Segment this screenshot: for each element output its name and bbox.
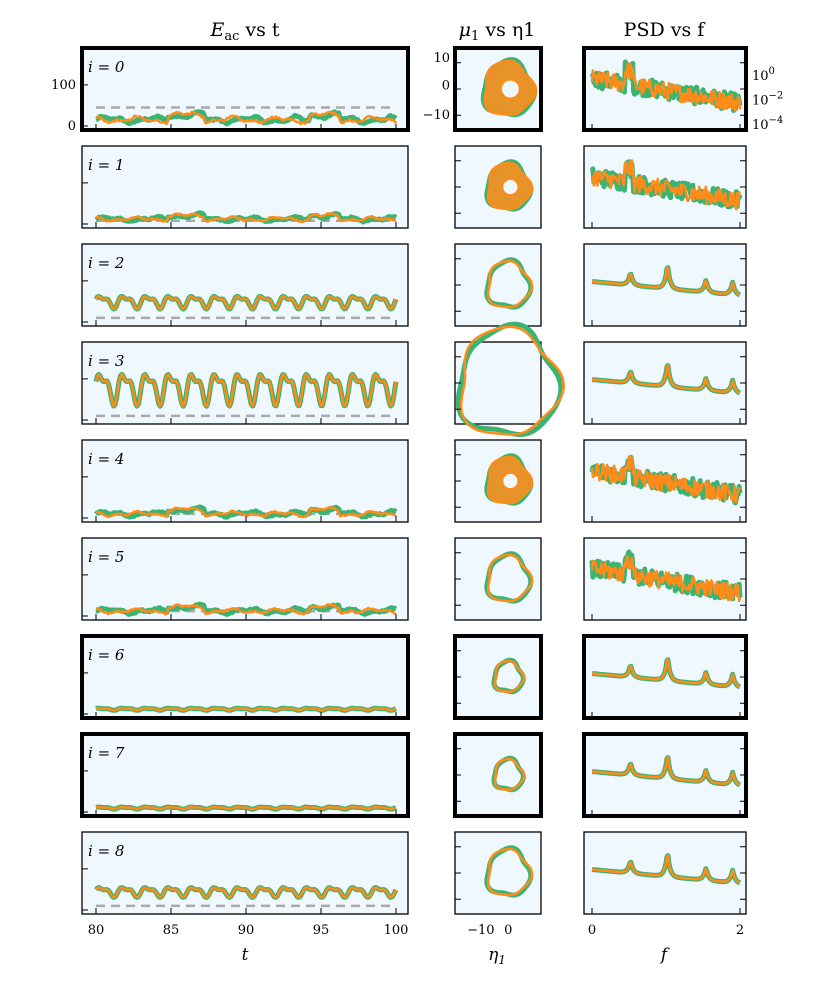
psd-y-tick-label: 10−2 bbox=[752, 90, 783, 108]
column-title-2: PSD vs f bbox=[624, 19, 707, 41]
eac-series-b-line bbox=[95, 805, 397, 811]
phase-panel bbox=[454, 537, 542, 621]
phase-orbit-a bbox=[484, 845, 534, 898]
row-0: i = 0 bbox=[80, 46, 748, 132]
x-axes: 80 85 90 95 100 −10 0 0 2 t η1 f bbox=[88, 923, 744, 967]
phase-orbit-b bbox=[486, 259, 534, 309]
psd-series-b-line bbox=[590, 455, 742, 504]
panel-label: i = 0 bbox=[88, 58, 125, 76]
panel-label: i = 6 bbox=[88, 646, 125, 664]
row-6: i = 6 bbox=[80, 634, 748, 720]
row-1: i = 1 bbox=[81, 145, 747, 229]
eac-x-tick-label: 95 bbox=[313, 923, 330, 938]
eac-panel bbox=[81, 537, 409, 621]
row-2: i = 2 bbox=[81, 243, 747, 327]
eac-x-tick-label: 90 bbox=[238, 923, 255, 938]
psd-x-tick-label: 2 bbox=[736, 923, 744, 938]
phase-orbit-b bbox=[486, 553, 534, 603]
phase-panel bbox=[453, 732, 543, 818]
psd-x-tick-label: 0 bbox=[588, 923, 596, 938]
eac-panel bbox=[80, 732, 410, 818]
eac-y-tick-label: 0 bbox=[68, 119, 76, 134]
eac-panel bbox=[81, 439, 409, 523]
column-title-1: μ1 vs η1 bbox=[459, 19, 536, 44]
phase-orbit-a bbox=[484, 551, 534, 604]
phase-y-tick-label: 0 bbox=[442, 79, 450, 94]
eac-panel bbox=[81, 831, 409, 915]
eac-series-b-line bbox=[94, 373, 398, 408]
phase-orbit-hole bbox=[501, 471, 520, 491]
panels: i = 0 i = 1 i = 2 i = 3 i = 4 i = 5 i = 6 i = 7… bbox=[51, 46, 783, 915]
eac-series-b-line bbox=[95, 706, 397, 712]
phase-x-tick-label: 0 bbox=[504, 923, 512, 938]
phase-panel bbox=[454, 831, 542, 915]
panel-label: i = 2 bbox=[88, 254, 124, 272]
eac-series-b-line bbox=[95, 211, 397, 224]
psd-y-tick-label: 10−4 bbox=[752, 115, 783, 133]
eac-series-b-line bbox=[95, 602, 397, 616]
x-axis-label-2: f bbox=[659, 945, 670, 965]
psd-series-b-line bbox=[591, 658, 741, 689]
row-5: i = 5 bbox=[81, 537, 747, 621]
panel-label: i = 7 bbox=[88, 744, 125, 762]
phase-y-tick-label: −10 bbox=[423, 108, 450, 123]
eac-y-tick-label: 100 bbox=[51, 78, 76, 93]
psd-series-b-line bbox=[591, 266, 741, 297]
row-8: i = 8 bbox=[81, 831, 747, 915]
eac-series-b-line bbox=[95, 110, 398, 126]
phase-orbit-hole bbox=[499, 78, 521, 100]
x-axis-label-0: t bbox=[242, 945, 249, 965]
phase-orbit-a bbox=[484, 257, 534, 310]
phase-orbit-a bbox=[455, 321, 564, 438]
column-titles: Eac vs t μ1 vs η1 PSD vs f bbox=[209, 19, 706, 44]
phase-orbit-b bbox=[459, 325, 565, 436]
panel-label: i = 4 bbox=[88, 450, 124, 468]
eac-series-b-line bbox=[95, 505, 397, 519]
phase-orbit-b bbox=[493, 659, 526, 693]
panel-label: i = 8 bbox=[88, 842, 124, 860]
panel-label: i = 1 bbox=[88, 156, 124, 174]
psd-series-b-line bbox=[590, 159, 742, 211]
eac-panel bbox=[81, 145, 409, 229]
eac-series-b-line bbox=[95, 886, 398, 899]
eac-x-tick-label: 80 bbox=[88, 923, 105, 938]
psd-series-b-line bbox=[590, 554, 742, 603]
phase-orbit-hole bbox=[501, 177, 520, 197]
phase-panel bbox=[454, 243, 542, 327]
phase-x-tick-label: −10 bbox=[467, 923, 494, 938]
panel-label: i = 5 bbox=[88, 548, 124, 566]
column-title-0: Eac vs t bbox=[209, 19, 279, 44]
phase-orbit-b bbox=[486, 847, 534, 897]
row-4: i = 4 bbox=[81, 439, 747, 523]
eac-panel bbox=[80, 634, 410, 720]
psd-series-b-line bbox=[591, 364, 741, 395]
phase-orbit-b bbox=[493, 757, 526, 791]
row-7: i = 7 bbox=[80, 732, 748, 818]
row-3: i = 3 bbox=[81, 321, 747, 438]
psd-series-b-line bbox=[591, 854, 741, 885]
eac-series-b-line bbox=[94, 295, 398, 311]
x-axis-label-1: η1 bbox=[488, 945, 506, 967]
eac-x-tick-label: 85 bbox=[163, 923, 180, 938]
panel-label: i = 3 bbox=[88, 352, 124, 370]
psd-series-b-line bbox=[590, 61, 742, 112]
psd-y-tick-label: 100 bbox=[752, 66, 775, 84]
phase-panel bbox=[453, 634, 543, 720]
phase-y-tick-label: 10 bbox=[433, 51, 450, 66]
psd-series-b-line bbox=[591, 756, 741, 787]
eac-panel bbox=[81, 243, 409, 327]
eac-x-tick-label: 100 bbox=[384, 923, 409, 938]
